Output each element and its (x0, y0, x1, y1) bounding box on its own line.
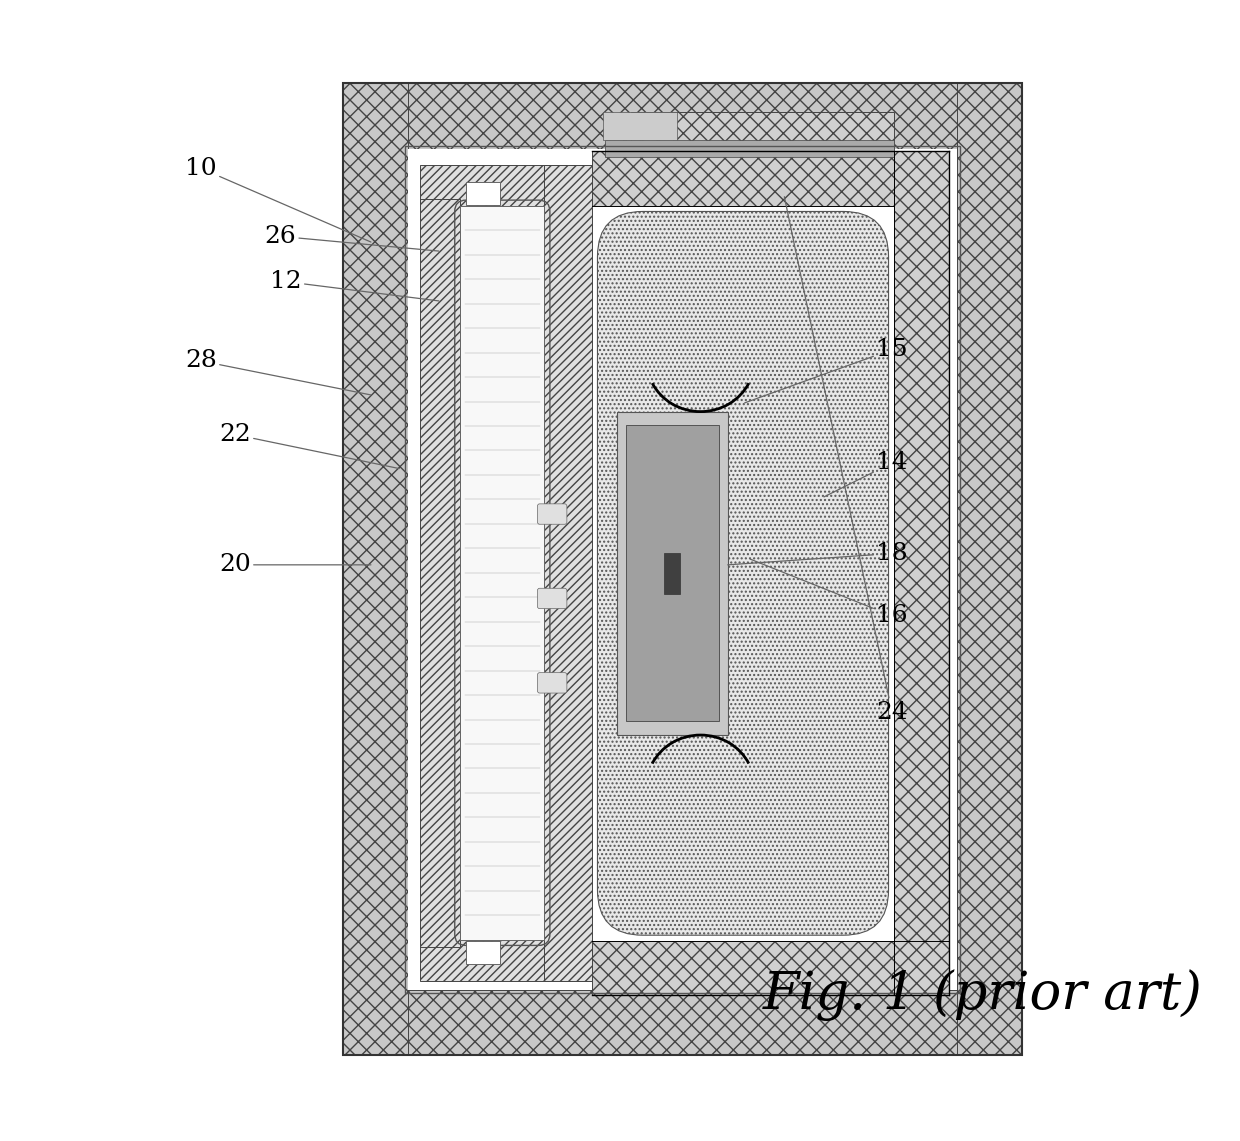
Bar (591, 152, 949, 205)
Bar (342, 83, 1022, 1055)
Text: 24: 24 (785, 196, 908, 723)
Text: 20: 20 (219, 553, 371, 576)
Text: 22: 22 (219, 423, 399, 469)
Bar (342, 989, 1022, 1055)
Bar (616, 412, 728, 735)
FancyBboxPatch shape (598, 211, 889, 936)
Bar (342, 83, 1022, 149)
Text: Fig. 1 (prior art): Fig. 1 (prior art) (763, 970, 1203, 1021)
Bar (605, 140, 894, 157)
Text: 15: 15 (745, 338, 908, 403)
Text: 14: 14 (825, 452, 908, 496)
Bar (408, 149, 956, 989)
Text: 18: 18 (728, 542, 908, 565)
Bar (460, 205, 544, 940)
Bar (419, 165, 591, 205)
Bar (405, 146, 960, 993)
Text: 10: 10 (185, 157, 371, 242)
Bar (631, 112, 894, 152)
Bar (956, 83, 1022, 1055)
Bar (419, 199, 460, 947)
Bar (894, 152, 949, 995)
Bar (466, 183, 500, 204)
Bar (419, 940, 591, 980)
FancyBboxPatch shape (537, 589, 567, 608)
Text: 28: 28 (185, 349, 371, 395)
Text: 12: 12 (270, 270, 439, 301)
FancyBboxPatch shape (537, 673, 567, 693)
Text: 26: 26 (264, 225, 439, 251)
Bar (466, 941, 500, 963)
Bar (626, 426, 719, 721)
Bar (591, 205, 894, 941)
Bar (665, 553, 681, 593)
Bar (544, 165, 591, 980)
Text: 16: 16 (750, 559, 908, 628)
FancyBboxPatch shape (537, 504, 567, 524)
Bar (591, 941, 949, 995)
Bar (342, 83, 408, 1055)
Bar (603, 112, 677, 140)
